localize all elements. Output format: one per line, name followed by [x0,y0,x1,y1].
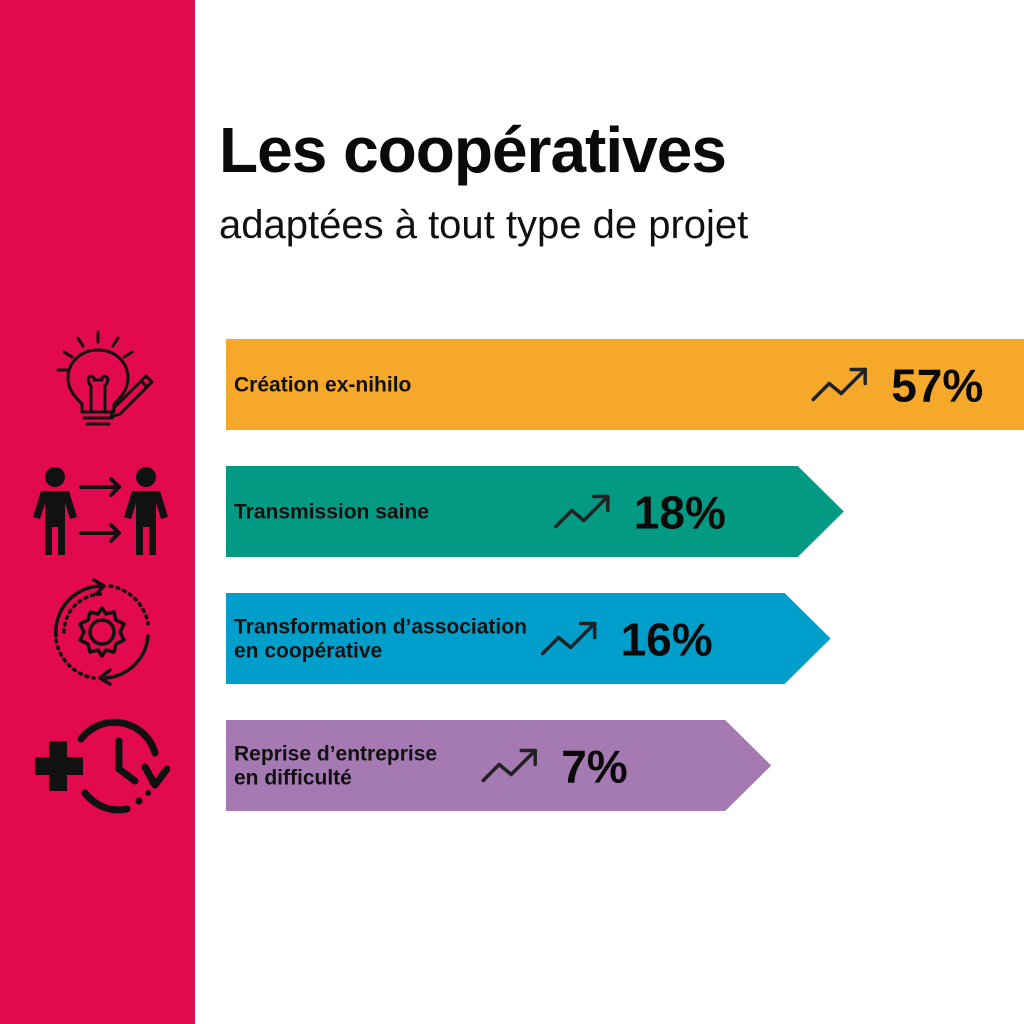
bar-label: Reprise d’entreprise [234,743,437,766]
bar-label: en difficulté [234,767,352,790]
people-exchange-icon [33,467,168,555]
bar-value-label: 7% [561,741,627,793]
page-subtitle: adaptées à tout type de projet [219,203,749,247]
bar-label: Création ex-nihilo [234,374,411,397]
bar-label: Transmission saine [234,501,429,524]
trend-up-arrow-icon [540,621,597,656]
page-title: Les coopératives [219,114,727,186]
bar-value-label: 16% [621,614,713,666]
bar-2 [226,593,831,684]
bar-value-label: 18% [634,487,726,539]
plus-clock-icon [35,718,170,814]
gear-cycle-icon [54,578,150,686]
bar-value-label: 57% [891,360,983,412]
bar-label: en coopérative [234,640,382,663]
bar-label: Transformation d’association [234,616,527,639]
bar-1 [226,466,844,557]
trend-up-arrow-icon [811,367,867,402]
trend-up-arrow-icon [481,748,537,783]
trend-up-arrow-icon [554,494,610,529]
lightbulb-pencil-icon [56,330,154,426]
bar-0 [226,339,1024,430]
